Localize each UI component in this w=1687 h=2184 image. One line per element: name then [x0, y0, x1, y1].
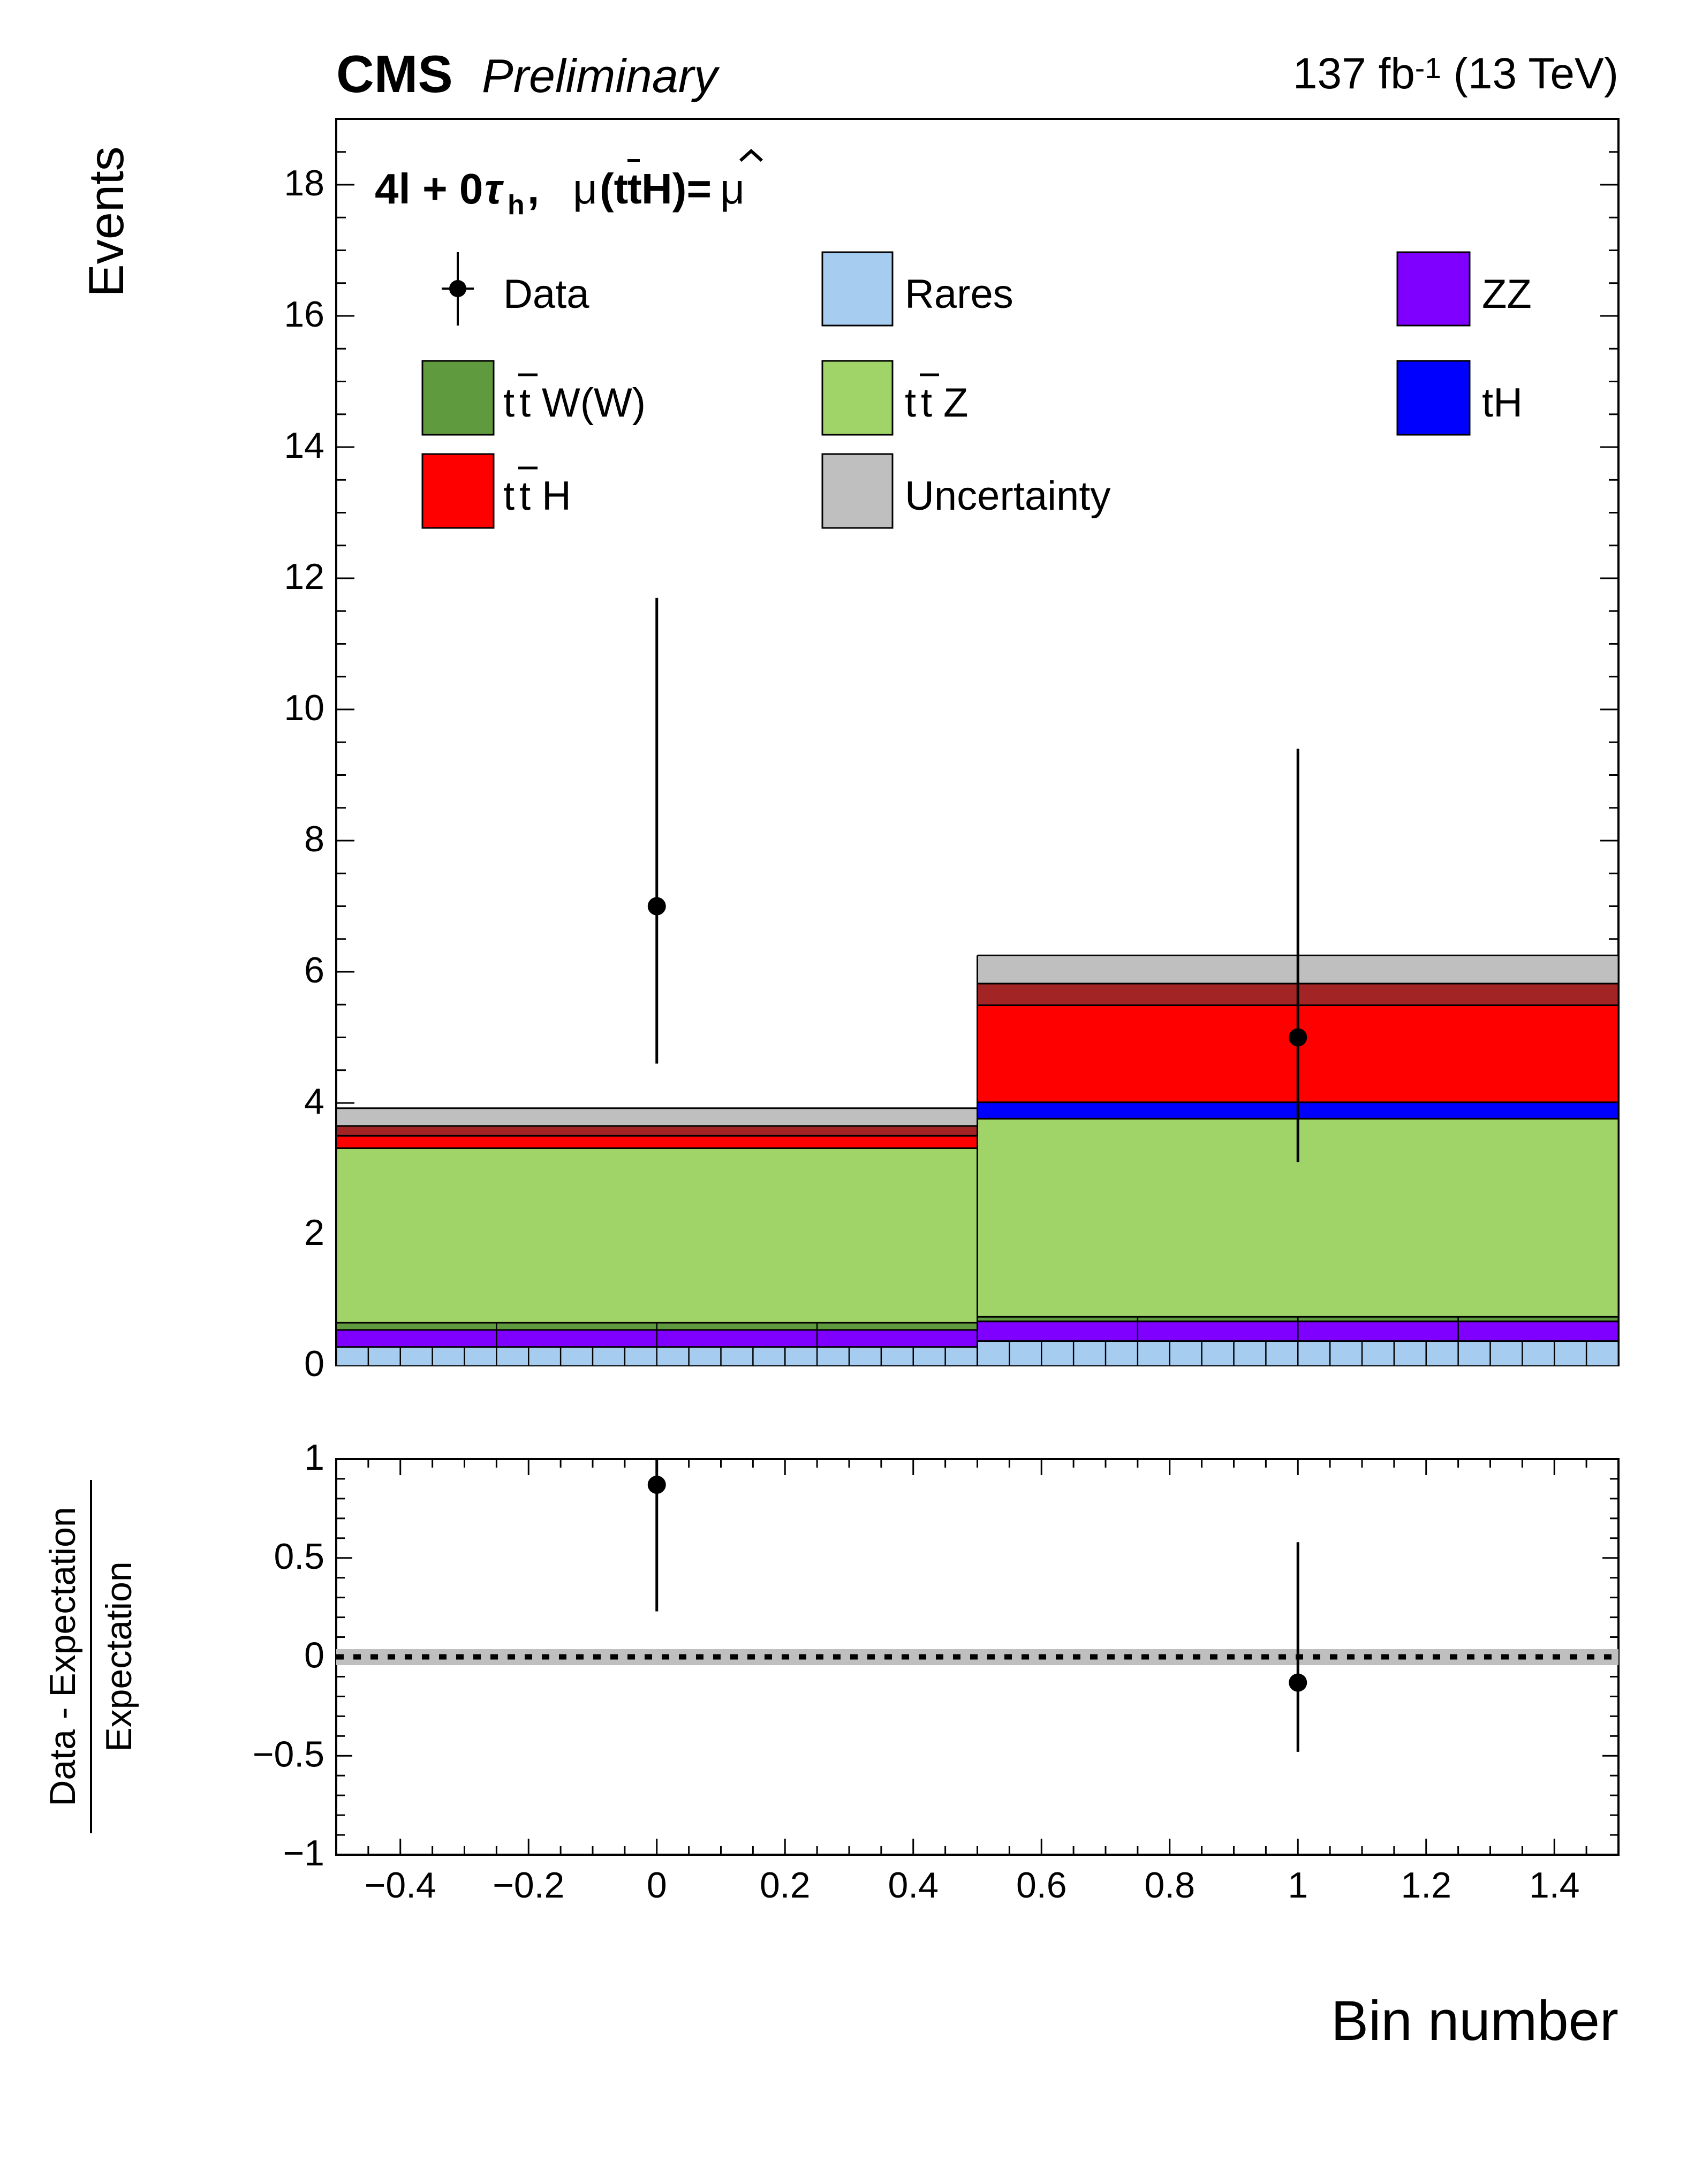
svg-text:Events: Events — [79, 146, 134, 297]
svg-text:Z: Z — [943, 380, 968, 426]
svg-text:10: 10 — [284, 687, 324, 728]
svg-text:Bin number: Bin number — [1331, 1990, 1618, 2052]
svg-text:12: 12 — [284, 556, 324, 597]
svg-text:t: t — [503, 380, 515, 426]
svg-text:μ: μ — [573, 165, 597, 213]
svg-text:4: 4 — [304, 1081, 324, 1122]
svg-text:Uncertainty: Uncertainty — [905, 473, 1110, 519]
svg-text:0: 0 — [647, 1865, 667, 1906]
svg-text:Preliminary: Preliminary — [482, 49, 720, 102]
svg-text:,: , — [527, 165, 539, 213]
svg-text:0.5: 0.5 — [274, 1536, 324, 1577]
svg-text:0: 0 — [304, 1635, 324, 1676]
svg-text:−0.2: −0.2 — [493, 1865, 564, 1906]
svg-text:t: t — [627, 165, 642, 213]
svg-text:137 fb-1 (13 TeV): 137 fb-1 (13 TeV) — [1293, 49, 1618, 98]
svg-text:Expectation: Expectation — [99, 1561, 139, 1751]
svg-text:1: 1 — [304, 1437, 324, 1478]
svg-text:1: 1 — [1288, 1865, 1308, 1906]
svg-text:W(W): W(W) — [542, 380, 646, 426]
svg-text:(t: (t — [600, 165, 628, 213]
svg-text:t: t — [519, 473, 531, 519]
svg-text:t: t — [503, 473, 515, 519]
svg-text:H: H — [542, 473, 571, 519]
svg-text:0.6: 0.6 — [1016, 1865, 1067, 1906]
svg-text:CMS: CMS — [336, 44, 453, 103]
svg-text:−0.4: −0.4 — [365, 1865, 436, 1906]
svg-text:6: 6 — [304, 950, 324, 991]
svg-text:0: 0 — [304, 1343, 324, 1384]
svg-text:μ: μ — [720, 165, 745, 213]
svg-text:14: 14 — [284, 425, 324, 466]
svg-text:1.2: 1.2 — [1401, 1865, 1451, 1906]
svg-text:t: t — [905, 380, 916, 426]
svg-text:t: t — [519, 380, 531, 426]
svg-text:0.4: 0.4 — [888, 1865, 939, 1906]
svg-text:8: 8 — [304, 819, 324, 859]
svg-text:4l + 0: 4l + 0 — [375, 165, 483, 213]
svg-text:1.4: 1.4 — [1529, 1865, 1580, 1906]
svg-text:2: 2 — [304, 1212, 324, 1253]
svg-text:H)=: H)= — [641, 165, 712, 213]
svg-text:Data - Expectation: Data - Expectation — [42, 1507, 83, 1806]
svg-text:Rares: Rares — [905, 271, 1013, 317]
svg-text:tH: tH — [1482, 380, 1523, 426]
svg-text:0.8: 0.8 — [1144, 1865, 1195, 1906]
svg-text:τ: τ — [485, 165, 504, 213]
svg-text:t: t — [921, 380, 932, 426]
svg-text:ZZ: ZZ — [1482, 271, 1532, 317]
svg-text:Data: Data — [503, 271, 589, 317]
svg-text:18: 18 — [284, 163, 324, 203]
svg-text:−0.5: −0.5 — [253, 1734, 324, 1774]
svg-text:0.2: 0.2 — [760, 1865, 811, 1906]
svg-text:16: 16 — [284, 294, 324, 335]
svg-text:h: h — [508, 190, 525, 221]
svg-text:−1: −1 — [283, 1833, 324, 1873]
